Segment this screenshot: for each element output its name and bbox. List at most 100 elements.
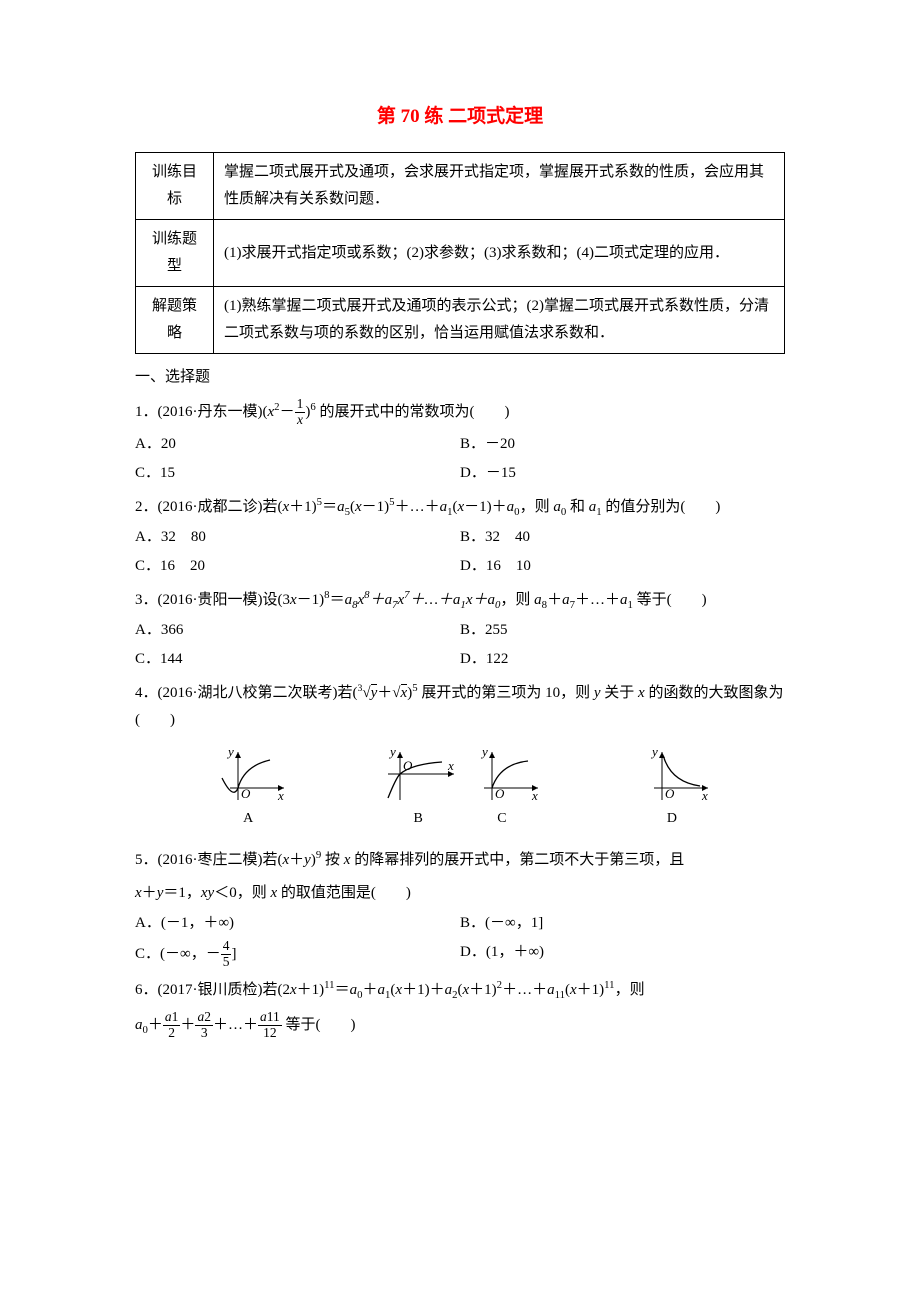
exp: 11	[324, 979, 334, 991]
var: a	[440, 499, 448, 515]
txt: ＝1，	[163, 885, 201, 901]
txt: ＋	[142, 885, 157, 901]
graph-c-svg: y x O	[462, 748, 542, 804]
graph-c: y x O C	[462, 748, 542, 831]
question-6-line2: a0＋a12＋a23＋…＋a1112 等于( )	[135, 1010, 785, 1041]
option-d: D．16 10	[460, 553, 785, 580]
option-a: A．32 80	[135, 524, 460, 551]
graph-d-svg: y x O	[632, 748, 712, 804]
q1-tail: 的展开式中的常数项为( )	[316, 404, 510, 420]
frac-den: 5	[221, 955, 232, 970]
q2-options: A．32 80 B．32 40 C．16 20 D．16 10	[135, 523, 785, 581]
option-a: A．20	[135, 431, 460, 458]
question-3: 3．(2016·贵阳一模)设(3x－1)8＝a8x8＋a7x7＋…＋a1x＋a0…	[135, 587, 785, 614]
txt: 6．(2017·银川质检)若(2	[135, 982, 290, 998]
graph-label-b: B	[413, 806, 422, 831]
q1-text: 1．(2016·丹东一模)(	[135, 404, 267, 420]
option-c: C．15	[135, 460, 460, 487]
graph-label-c: C	[497, 806, 506, 831]
txt: ]	[231, 946, 236, 962]
txt: －1)	[297, 592, 325, 608]
meta-table: 训练目标 掌握二项式展开式及通项，会求展开式指定项，掌握展开式系数的性质，会应用…	[135, 152, 785, 354]
question-5: 5．(2016·枣庄二模)若(x＋y)9 按 x 的降幂排列的展开式中，第二项不…	[135, 847, 785, 874]
meta-row-content: 掌握二项式展开式及通项，会求展开式指定项，掌握展开式系数的性质，会应用其性质解决…	[214, 153, 785, 220]
txt: ＋	[362, 982, 377, 998]
svg-text:y: y	[226, 748, 234, 759]
graph-a: y x O A	[208, 748, 288, 831]
question-6: 6．(2017·银川质检)若(2x＋1)11＝a0＋a1(x＋1)＋a2(x＋1…	[135, 977, 785, 1004]
frac-num: 4	[221, 939, 232, 955]
frac-den: 3	[195, 1026, 213, 1041]
fraction: 1x	[295, 397, 306, 428]
frac-num: 1	[295, 397, 306, 413]
question-2: 2．(2016·成都二诊)若(x＋1)5＝a5(x－1)5＋…＋a1(x－1)＋…	[135, 494, 785, 521]
svg-text:O: O	[495, 786, 505, 801]
txt: 3．(2016·贵阳一模)设(3	[135, 592, 290, 608]
txt: 和	[566, 499, 589, 515]
var: x	[290, 592, 297, 608]
meta-row-content: (1)求展开式指定项或系数；(2)求参数；(3)求系数和；(4)二项式定理的应用…	[214, 220, 785, 287]
option-b: B．255	[460, 617, 785, 644]
q2-pre: 2．(2016·成都二诊)若(	[135, 499, 282, 515]
fraction: a1112	[258, 1010, 282, 1041]
txt: ＜0，则	[214, 885, 270, 901]
txt: 展开式的第三项为 10，则	[418, 685, 594, 701]
txt: 4．(2016·湖北八校第二次联考)若(	[135, 685, 357, 701]
option-d: D．122	[460, 646, 785, 673]
txt: ＋…＋	[213, 1017, 258, 1033]
txt: 等于( )	[282, 1017, 356, 1033]
q4-graphs: y x O A y x O B y x	[135, 742, 785, 837]
var: x	[201, 885, 208, 901]
txt: ＋	[377, 685, 392, 701]
option-c: C．16 20	[135, 553, 460, 580]
txt: －1)＋	[464, 499, 507, 515]
txt: ＝	[330, 592, 345, 608]
page-title: 第 70 练 二项式定理	[135, 100, 785, 134]
svg-text:y: y	[388, 748, 396, 759]
txt: ，则	[500, 592, 534, 608]
svg-text:x: x	[701, 788, 708, 803]
var: a	[553, 499, 561, 515]
txt: ，则	[615, 982, 645, 998]
frac-den: x	[295, 413, 306, 428]
txt: ＋	[289, 852, 304, 868]
txt: －1)	[362, 499, 390, 515]
svg-text:x: x	[277, 788, 284, 803]
cuberoot: 3√y	[357, 685, 377, 701]
option-b: B．(－∞，1]	[460, 910, 785, 937]
q3-options: A．366 B．255 C．144 D．122	[135, 616, 785, 674]
txt: 的值分别为( )	[602, 499, 721, 515]
sqrt: √x	[392, 684, 407, 701]
svg-text:x: x	[531, 788, 538, 803]
txt: 的取值范围是( )	[277, 885, 411, 901]
txt: 按	[321, 852, 344, 868]
seq: a1(x＋1)＋a2(x＋1)2＋…＋a11(x＋1)11	[378, 982, 615, 998]
question-4: 4．(2016·湖北八校第二次联考)若(3√y＋√x)5 展开式的第三项为 10…	[135, 680, 785, 734]
var: a	[350, 982, 358, 998]
txt: 5．(2016·枣庄二模)若(	[135, 852, 282, 868]
graph-b-svg: y x O	[378, 748, 458, 804]
seq: a8x8＋a7x7＋…＋a1x＋a0	[345, 592, 501, 608]
option-c: C．(－∞，－45]	[135, 939, 460, 970]
fraction: 45	[221, 939, 232, 970]
frac-num: a1	[163, 1010, 181, 1026]
var: y	[304, 852, 311, 868]
svg-text:y: y	[650, 748, 658, 759]
option-c: C．144	[135, 646, 460, 673]
fraction: a23	[195, 1010, 213, 1041]
txt: 等于( )	[633, 592, 707, 608]
meta-row-header: 解题策略	[136, 287, 214, 354]
minus: －	[280, 404, 295, 420]
question-5-line2: x＋y＝1，xy＜0，则 x 的取值范围是( )	[135, 880, 785, 907]
section-heading: 一、选择题	[135, 364, 785, 391]
graph-d: y x O D	[632, 748, 712, 831]
seq2: a8＋a7＋…＋a1	[534, 592, 633, 608]
var: x	[135, 885, 142, 901]
txt: ＋1)	[289, 499, 317, 515]
option-b: B．－20	[460, 431, 785, 458]
graph-a-svg: y x O	[208, 748, 288, 804]
frac-num: a11	[258, 1010, 282, 1026]
graph-label-d: D	[667, 806, 677, 831]
txt: ＝	[335, 982, 350, 998]
txt: 的降幂排列的展开式中，第二项不大于第三项，且	[350, 852, 684, 868]
